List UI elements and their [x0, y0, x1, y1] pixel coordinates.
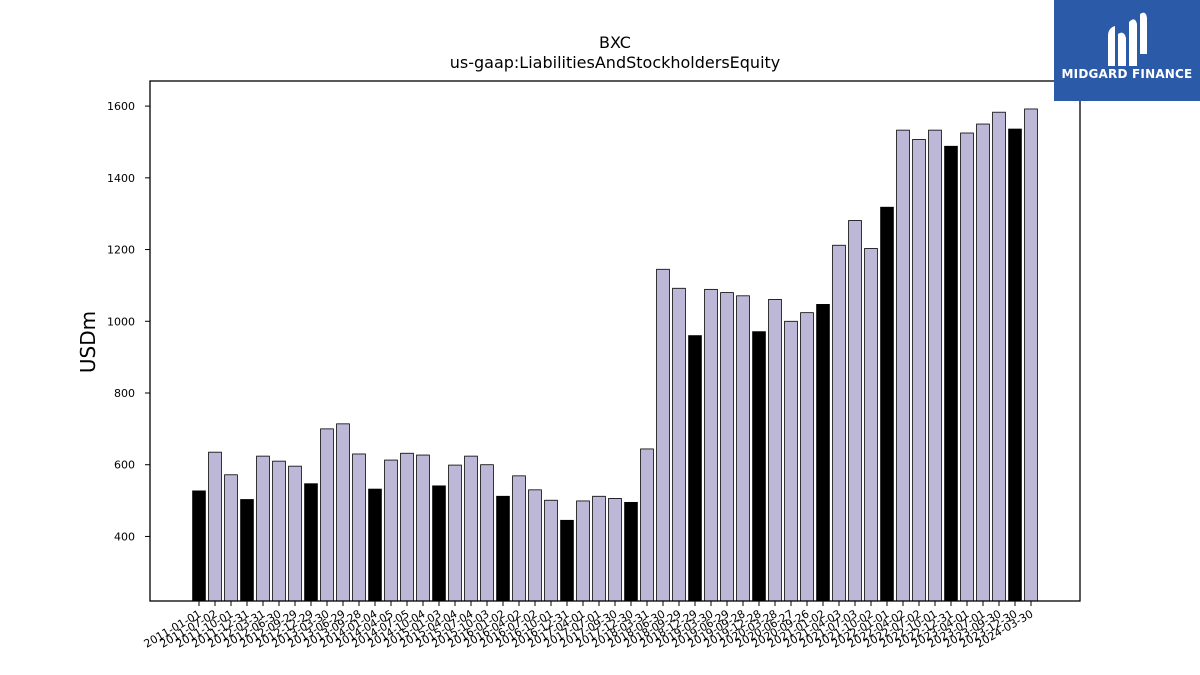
- bar-2020-09-26: [800, 312, 814, 602]
- brand-logo: MIDGARD FINANCE: [1054, 0, 1200, 101]
- bar-2014-10-04: [416, 454, 430, 602]
- bar-2015-10-03: [480, 464, 494, 602]
- bar-2016-10-01: [544, 499, 558, 602]
- y-axis: 400 600 800 1000 1200 1400 1600: [107, 100, 150, 543]
- bar-2014-04-05: [384, 459, 398, 602]
- x-axis: 2011-01-012011-07-022011-10-012011-12-31…: [142, 601, 1036, 651]
- bar-2012-06-30: [272, 460, 286, 602]
- bar-2018-12-29: [688, 335, 702, 602]
- bar-2022-04-02: [896, 129, 910, 602]
- bar-2023-04-01: [960, 132, 974, 602]
- y-tick-label: 1200: [107, 244, 135, 257]
- bar-2021-04-03: [832, 244, 846, 602]
- bar-2013-09-28: [352, 453, 366, 602]
- y-tick-label: 800: [114, 387, 135, 400]
- bar-2012-09-29: [288, 465, 302, 602]
- bar-2017-04-01: [576, 500, 590, 602]
- brand-name: MIDGARD FINANCE: [1061, 67, 1193, 81]
- y-tick-label: 1600: [107, 100, 135, 113]
- bar-2013-06-29: [336, 423, 350, 602]
- bar-2019-06-29: [720, 292, 734, 602]
- bar-2018-09-29: [672, 287, 686, 602]
- bar-2022-10-01: [928, 129, 942, 602]
- bar-2016-12-31: [560, 519, 574, 602]
- bar-2011-01-01: [192, 490, 206, 602]
- chart-subtitle: us-gaap:LiabilitiesAndStockholdersEquity: [450, 53, 781, 72]
- bar-2023-12-30: [1008, 128, 1022, 602]
- bar-2020-03-28: [768, 298, 782, 602]
- bar-2019-03-30: [704, 288, 718, 602]
- bar-2019-09-28: [736, 295, 750, 602]
- bar-2014-01-04: [368, 488, 382, 602]
- bar-2017-09-30: [608, 498, 622, 602]
- bar-2011-12-31: [240, 499, 254, 602]
- bar-2018-06-30: [656, 268, 670, 602]
- bar-2011-07-02: [208, 451, 222, 602]
- bar-2021-10-02: [864, 248, 878, 602]
- chart-title: BXC: [599, 33, 631, 52]
- bar-2013-03-30: [320, 428, 334, 602]
- bar-2019-12-28: [752, 331, 766, 602]
- plot-frame: [149, 80, 1081, 602]
- bar-2021-07-03: [848, 220, 862, 602]
- bar-2022-07-02: [912, 139, 926, 602]
- bar-2017-12-30: [624, 501, 638, 602]
- bar-2015-01-03: [432, 485, 446, 602]
- bars-layer: [192, 108, 1038, 602]
- bar-2016-04-02: [512, 475, 526, 602]
- bar-2015-04-04: [448, 464, 462, 602]
- bar-2018-03-31: [640, 448, 654, 602]
- y-axis-label: USDm: [76, 311, 100, 373]
- y-tick-label: 1000: [107, 315, 135, 328]
- y-tick-label: 600: [114, 459, 135, 472]
- bar-2016-07-02: [528, 489, 542, 602]
- bar-2017-07-01: [592, 495, 606, 602]
- bar-2011-10-01: [224, 474, 238, 602]
- bar-2014-07-05: [400, 452, 414, 602]
- bar-2015-07-04: [464, 455, 478, 602]
- bar-2012-12-29: [304, 483, 318, 602]
- bar-2021-01-02: [816, 304, 830, 602]
- bar-2016-01-02: [496, 495, 510, 602]
- bar-2023-07-01: [976, 123, 990, 602]
- bar-2023-09-30: [992, 111, 1006, 602]
- bar-2012-03-31: [256, 455, 270, 602]
- bar-2022-12-31: [944, 145, 958, 602]
- midgard-logo-icon: [1108, 12, 1147, 66]
- bar-2022-01-01: [880, 206, 894, 602]
- y-tick-label: 1400: [107, 172, 135, 185]
- y-tick-label: 400: [114, 530, 135, 543]
- bar-2024-03-30: [1024, 108, 1038, 602]
- bar-2020-06-27: [784, 320, 798, 602]
